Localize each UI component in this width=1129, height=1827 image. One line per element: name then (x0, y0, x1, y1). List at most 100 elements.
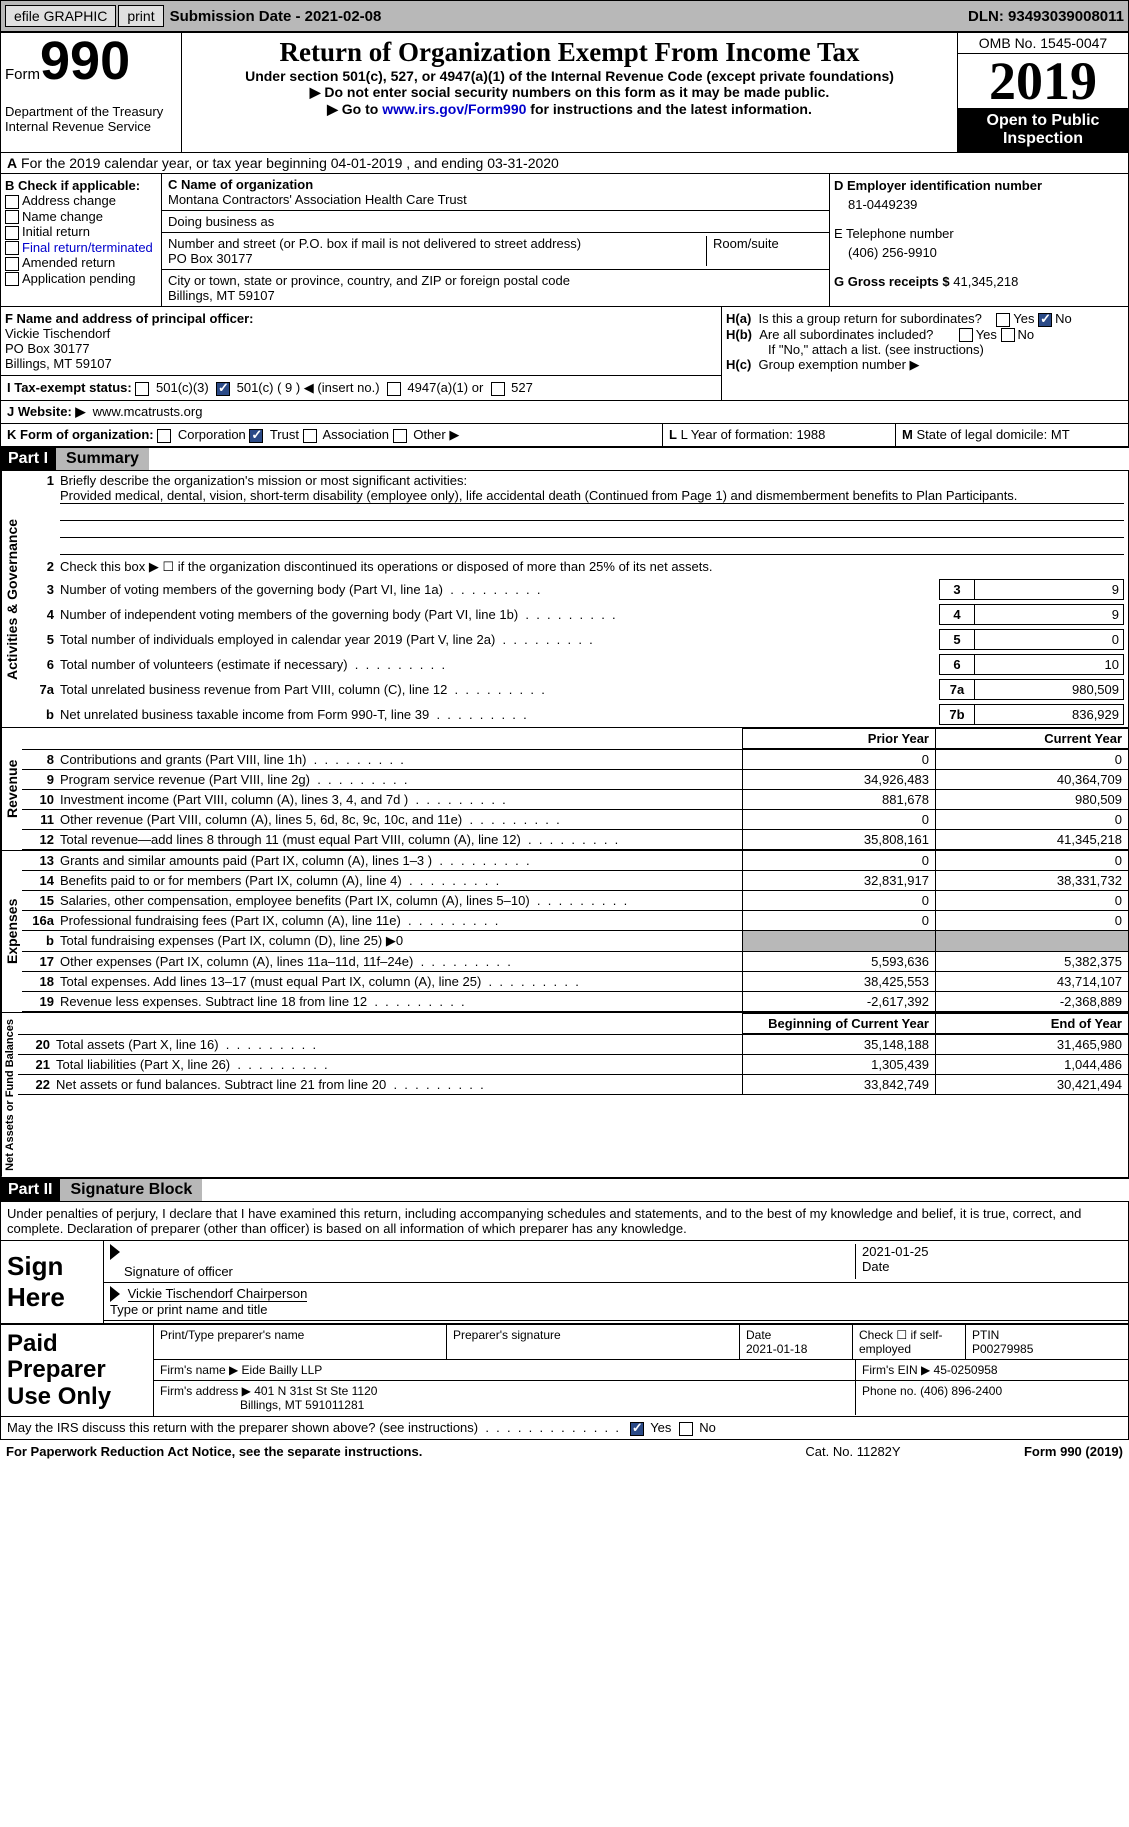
line-b: bTotal fundraising expenses (Part IX, co… (22, 931, 1128, 952)
type-label: Type or print name and title (110, 1302, 268, 1317)
print-button[interactable]: print (118, 5, 163, 27)
phone-label: E Telephone number (834, 226, 1124, 241)
line-17: 17Other expenses (Part IX, column (A), l… (22, 952, 1128, 972)
side-activities: Activities & Governance (1, 471, 22, 727)
sig-label: Signature of officer (124, 1264, 233, 1279)
tax-year: 2019 (958, 54, 1128, 108)
officer-sig-name: Vickie Tischendorf Chairperson (128, 1286, 308, 1302)
arrow-icon (110, 1244, 120, 1260)
col-d-e-g: D Employer identification number 81-0449… (830, 174, 1128, 306)
cat-no: Cat. No. 11282Y (763, 1444, 943, 1459)
revenue-section: Revenue Prior Year Current Year 8Contrib… (0, 728, 1129, 851)
chk-amended: Amended return (5, 255, 157, 271)
org-address: PO Box 30177 (168, 251, 253, 266)
ha-yes[interactable] (996, 313, 1010, 327)
line-21: 21Total liabilities (Part X, line 26) . … (18, 1055, 1128, 1075)
hb-yes[interactable] (959, 328, 973, 342)
arrow-icon (110, 1286, 120, 1302)
form-subtitle-1: Under section 501(c), 527, or 4947(a)(1)… (186, 68, 953, 84)
efile-button[interactable]: efile GRAPHIC (5, 5, 116, 27)
part-1-header: Part ISummary (0, 447, 1129, 470)
prep-sig-hdr: Preparer's signature (447, 1325, 740, 1359)
line-10: 10Investment income (Part VIII, column (… (22, 790, 1128, 810)
chk-501c[interactable] (216, 382, 230, 396)
chk-name: Name change (5, 209, 157, 225)
chk-pending: Application pending (5, 271, 157, 287)
side-revenue: Revenue (1, 728, 22, 850)
firm-city: Billings, MT 591011281 (240, 1398, 364, 1412)
hb-no[interactable] (1001, 328, 1015, 342)
line-3: 3Number of voting members of the governi… (22, 577, 1128, 602)
form-990-page: efile GRAPHIC print Submission Date - 20… (0, 0, 1129, 1463)
gross-value: 41,345,218 (953, 274, 1018, 289)
discuss-no[interactable] (679, 1422, 693, 1436)
side-expenses: Expenses (1, 851, 22, 1012)
prior-year-hdr: Prior Year (742, 728, 935, 749)
year-formation: L L Year of formation: 1988 (662, 424, 895, 446)
form-header: Form990 Department of the Treasury Inter… (0, 32, 1129, 153)
firm-addr: 401 N 31st St Ste 1120 (254, 1384, 377, 1398)
addr-label: Number and street (or P.O. box if mail i… (168, 236, 581, 251)
ein-value: 81-0449239 (848, 197, 1124, 212)
form-number: 990 (40, 31, 130, 91)
ptin-val: P00279985 (972, 1342, 1033, 1356)
box-h: H(a) Is this a group return for subordin… (722, 307, 1128, 400)
part-2-header: Part IISignature Block (0, 1178, 1129, 1201)
chk-assoc[interactable] (303, 429, 317, 443)
dept-label: Department of the Treasury Internal Reve… (5, 104, 177, 134)
preparer-section: Paid Preparer Use Only Print/Type prepar… (0, 1324, 1129, 1417)
chk-501c3[interactable] (135, 382, 149, 396)
chk-corp[interactable] (157, 429, 171, 443)
irs-link[interactable]: www.irs.gov/Form990 (382, 101, 526, 117)
activities-governance: Activities & Governance 1Briefly describ… (0, 470, 1129, 728)
col-b-header: B Check if applicable: (5, 178, 157, 193)
chk-527[interactable] (491, 382, 505, 396)
end-year-hdr: End of Year (935, 1013, 1128, 1034)
line-22: 22Net assets or fund balances. Subtract … (18, 1075, 1128, 1095)
phone-value: (406) 256-9910 (848, 245, 1124, 260)
officer-addr: PO Box 30177 (5, 341, 90, 356)
discuss-yes[interactable] (630, 1422, 644, 1436)
chk-trust[interactable] (249, 429, 263, 443)
self-emp: Check ☐ if self-employed (853, 1325, 966, 1359)
line-12: 12Total revenue—add lines 8 through 11 (… (22, 830, 1128, 850)
line-7a: 7aTotal unrelated business revenue from … (22, 677, 1128, 702)
sig-date-val: 2021-01-25 (862, 1244, 1122, 1259)
org-name: Montana Contractors' Association Health … (168, 192, 467, 207)
chk-address: Address change (5, 193, 157, 209)
form-subtitle-3: ▶ Go to www.irs.gov/Form990 for instruct… (186, 101, 953, 118)
chk-4947[interactable] (387, 382, 401, 396)
ha-no[interactable] (1038, 313, 1052, 327)
line-13: 13Grants and similar amounts paid (Part … (22, 851, 1128, 871)
section-b-to-g: B Check if applicable: Address change Na… (0, 174, 1129, 307)
line-5: 5Total number of individuals employed in… (22, 627, 1128, 652)
chk-final: Final return/terminated (5, 240, 157, 256)
box-f: F Name and address of principal officer:… (1, 307, 721, 376)
sign-here-label: Sign Here (1, 1241, 104, 1323)
inspection-label: Open to Public Inspection (958, 108, 1128, 152)
line-4: 4Number of independent voting members of… (22, 602, 1128, 627)
line-16a: 16aProfessional fundraising fees (Part I… (22, 911, 1128, 931)
line-19: 19Revenue less expenses. Subtract line 1… (22, 992, 1128, 1012)
form-subtitle-2: ▶ Do not enter social security numbers o… (186, 84, 953, 101)
expenses-section: Expenses 13Grants and similar amounts pa… (0, 851, 1129, 1013)
firm-ein: 45-0250958 (934, 1363, 998, 1377)
line-7b: bNet unrelated business taxable income f… (22, 702, 1128, 727)
room-label: Room/suite (706, 236, 823, 266)
chk-other[interactable] (393, 429, 407, 443)
line-11: 11Other revenue (Part VIII, column (A), … (22, 810, 1128, 830)
firm-name: Eide Bailly LLP (242, 1363, 323, 1377)
firm-phone: (406) 896-2400 (920, 1384, 1002, 1398)
col-c: C Name of organizationMontana Contractor… (162, 174, 830, 306)
dln: DLN: 93493039008011 (968, 8, 1124, 25)
col-b: B Check if applicable: Address change Na… (1, 174, 162, 306)
section-f-h: F Name and address of principal officer:… (0, 307, 1129, 401)
row-a: A For the 2019 calendar year, or tax yea… (0, 153, 1129, 174)
form-title: Return of Organization Exempt From Incom… (186, 37, 953, 68)
line-18: 18Total expenses. Add lines 13–17 (must … (22, 972, 1128, 992)
line-20: 20Total assets (Part X, line 16) . . . .… (18, 1035, 1128, 1055)
line-15: 15Salaries, other compensation, employee… (22, 891, 1128, 911)
current-year-hdr: Current Year (935, 728, 1128, 749)
chk-initial: Initial return (5, 224, 157, 240)
city-label: City or town, state or province, country… (168, 273, 570, 288)
